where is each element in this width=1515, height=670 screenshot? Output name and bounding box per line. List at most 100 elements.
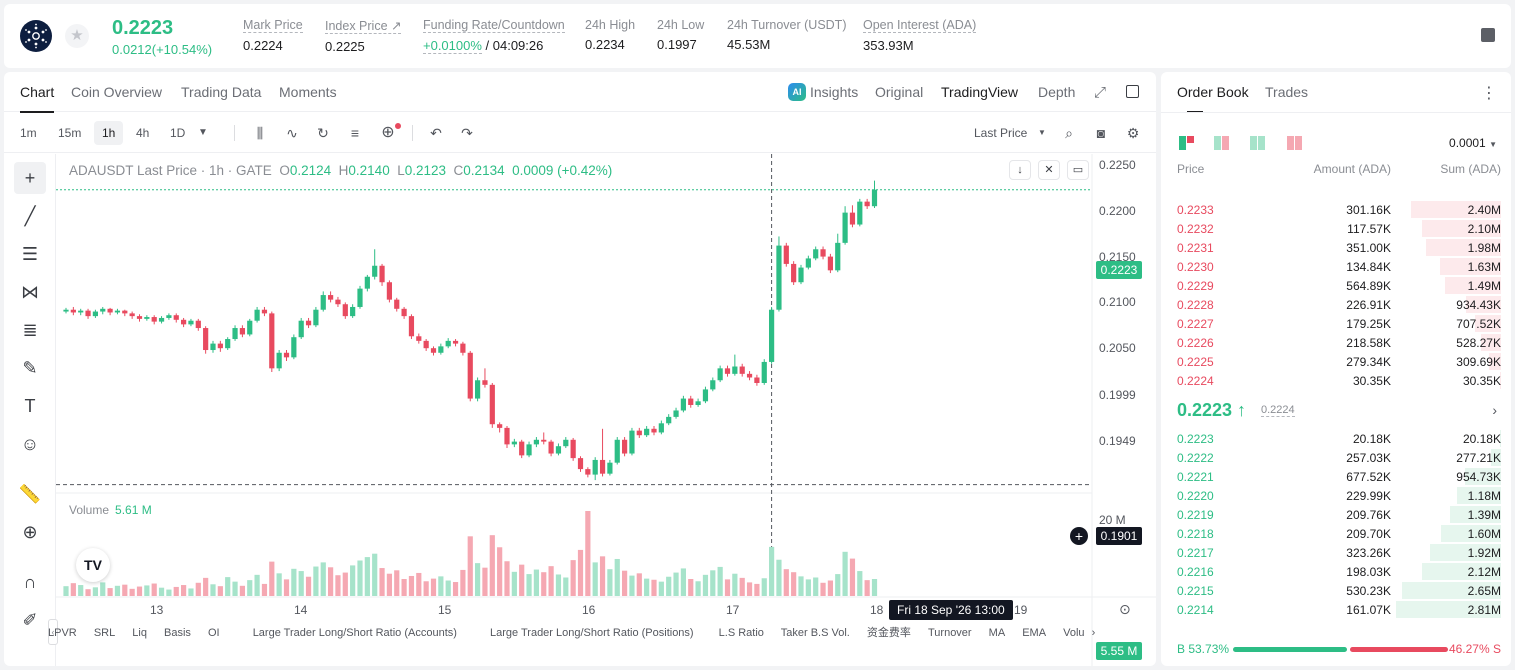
tab-moments[interactable]: Moments	[279, 84, 337, 100]
indicators-icon[interactable]: ∿	[286, 125, 298, 141]
zoom-tool-icon[interactable]: ⊕	[22, 522, 38, 542]
indicator-volume[interactable]: Volu	[1063, 627, 1085, 639]
crosshair-tool-icon[interactable]: +	[14, 162, 46, 194]
indicator-turnover[interactable]: Turnover	[927, 627, 972, 639]
ask-row[interactable]: 0.2230 134.84K 1.63M	[1161, 257, 1511, 276]
timeframe-1h[interactable]: 1h	[94, 121, 124, 145]
lock-drawing-tool-icon[interactable]: ✐	[22, 610, 38, 630]
tab-order-book[interactable]: Order Book	[1177, 84, 1249, 113]
bid-row[interactable]: 0.2223 20.18K 20.18K	[1161, 429, 1511, 448]
indicator-taker-vol[interactable]: Taker B.S Vol.	[780, 627, 850, 639]
chart-plot-area[interactable]: ADAUSDT Last Price · 1h · GATE O0.2124 H…	[56, 154, 1156, 666]
ask-row[interactable]: 0.2224 30.35K 30.35K	[1161, 371, 1511, 390]
candlestick-chart[interactable]	[56, 154, 1156, 666]
bid-row[interactable]: 0.2221 677.52K 954.73K	[1161, 467, 1511, 486]
tab-tradingview[interactable]: TradingView	[941, 84, 1019, 100]
redo-icon[interactable]: ↷	[461, 125, 473, 141]
collapse-icon[interactable]: ✕	[1038, 160, 1060, 180]
indicator-lpvr[interactable]: LPVR	[48, 627, 77, 639]
ruler-tool-icon[interactable]: 📏	[18, 484, 42, 504]
add-indicator-icon[interactable]: ⊕	[381, 124, 395, 141]
tab-trades[interactable]: Trades	[1265, 84, 1309, 100]
bid-row[interactable]: 0.2219 209.76K 1.39M	[1161, 505, 1511, 524]
bid-row[interactable]: 0.2214 161.07K 2.81M	[1161, 600, 1511, 619]
bid-row[interactable]: 0.2216 198.03K 2.12M	[1161, 562, 1511, 581]
undo-icon[interactable]: ↶	[430, 125, 442, 141]
candle-type-icon[interactable]: ⫼	[256, 125, 264, 141]
settings-gear-icon[interactable]: ⚙	[1126, 125, 1140, 141]
ask-row[interactable]: 0.2225 279.34K 309.69K	[1161, 352, 1511, 371]
ask-row[interactable]: 0.2232 117.57K 2.10M	[1161, 219, 1511, 238]
bid-row[interactable]: 0.2218 209.70K 1.60M	[1161, 524, 1511, 543]
tab-depth[interactable]: Depth	[1038, 84, 1076, 100]
ask-row[interactable]: 0.2231 351.00K 1.98M	[1161, 238, 1511, 257]
tab-chart[interactable]: Chart	[20, 84, 55, 113]
indicator-large-trader-positions[interactable]: Large Trader Long/Short Ratio (Positions…	[489, 627, 694, 639]
brush-tool-icon[interactable]: ✎	[22, 358, 38, 378]
emoji-tool-icon[interactable]: ☺	[20, 434, 40, 454]
maximize-icon[interactable]: ▭	[1067, 160, 1089, 180]
book-icon[interactable]	[1481, 28, 1495, 42]
tab-original[interactable]: Original	[875, 84, 924, 100]
templates-icon[interactable]: ≡	[350, 125, 360, 141]
book-mode-asks-icon[interactable]	[1287, 136, 1303, 150]
collapse-toolbar-icon[interactable]: ‹	[48, 619, 58, 645]
indicator-ls-ratio[interactable]: L.S Ratio	[718, 627, 764, 639]
window-icon[interactable]	[1126, 85, 1139, 98]
replay-icon[interactable]: ↻	[317, 125, 329, 141]
tab-trading-data[interactable]: Trading Data	[181, 84, 262, 100]
price-tick-label: 0.2100	[1099, 295, 1136, 310]
timeframe-4h[interactable]: 4h	[136, 126, 150, 140]
tradingview-logo-icon[interactable]: TV	[76, 548, 110, 582]
timeframe-1m[interactable]: 1m	[20, 126, 37, 140]
indicator-ema[interactable]: EMA	[1022, 627, 1047, 639]
bid-row[interactable]: 0.2220 229.99K 1.18M	[1161, 486, 1511, 505]
bid-row[interactable]: 0.2222 257.03K 277.21K	[1161, 448, 1511, 467]
timeframe-dropdown-icon[interactable]: ▼	[198, 127, 208, 138]
price-type-dropdown-icon[interactable]: ▼	[1038, 128, 1046, 137]
favorite-star-icon[interactable]: ★	[65, 24, 89, 48]
precision-select[interactable]: 0.0001 ▼	[1449, 136, 1497, 150]
ask-row[interactable]: 0.2226 218.58K 528.27K	[1161, 333, 1511, 352]
indicator-funding-rate[interactable]: 资金费率	[866, 627, 911, 639]
ask-row[interactable]: 0.2227 179.25K 707.52K	[1161, 314, 1511, 333]
indicator-srl[interactable]: SRL	[93, 627, 116, 639]
more-menu-icon[interactable]: ⋮	[1481, 85, 1497, 102]
tab-insights[interactable]: Insights	[810, 84, 859, 100]
timeframe-15m[interactable]: 15m	[58, 126, 82, 140]
candle-body	[276, 352, 282, 369]
tab-coin-overview[interactable]: Coin Overview	[71, 84, 163, 100]
ask-row[interactable]: 0.2228 226.91K 934.43K	[1161, 295, 1511, 314]
buy-sell-ratio: B 53.73% 46.27% S	[1177, 642, 1501, 656]
timeframe-1d[interactable]: 1D	[170, 126, 186, 140]
indicator-oi[interactable]: OI	[208, 627, 220, 639]
magnet-tool-icon[interactable]: ∩	[23, 572, 37, 592]
add-alert-plus-icon[interactable]: +	[1070, 527, 1088, 545]
chart-settings-icon[interactable]: ⊙	[1119, 601, 1131, 617]
indicator-large-trader-accounts[interactable]: Large Trader Long/Short Ratio (Accounts)	[252, 627, 457, 639]
trend-line-tool-icon[interactable]: ╱	[24, 206, 36, 226]
text-tool-icon[interactable]: T	[24, 396, 36, 416]
search-icon[interactable]: ⌕	[1065, 125, 1073, 141]
ask-row[interactable]: 0.2233 301.16K 2.40M	[1161, 200, 1511, 219]
bid-row[interactable]: 0.2217 323.26K 1.92M	[1161, 543, 1511, 562]
chevron-right-icon[interactable]: ›	[1492, 402, 1497, 418]
book-mode-split-icon[interactable]	[1214, 136, 1230, 150]
book-mode-both-icon[interactable]	[1179, 136, 1195, 150]
expand-icon[interactable]: ⤢	[1094, 84, 1107, 101]
scroll-down-icon[interactable]: ↓	[1009, 160, 1031, 180]
indicator-scroll-right-icon[interactable]: ›	[1091, 627, 1096, 639]
pattern-tool-icon[interactable]: ⋈	[21, 282, 39, 302]
fib-tool-icon[interactable]: ≣	[22, 320, 38, 340]
book-mode-bids-icon[interactable]	[1250, 136, 1266, 150]
stat-index-price[interactable]: Index Price ↗ 0.2225	[325, 19, 402, 54]
volume-bar	[63, 586, 69, 596]
indicator-ma[interactable]: MA	[988, 627, 1006, 639]
camera-icon[interactable]: ◙	[1096, 125, 1106, 141]
bid-row[interactable]: 0.2215 530.23K 2.65M	[1161, 581, 1511, 600]
price-type-select[interactable]: Last Price	[974, 126, 1028, 140]
horizontal-lines-tool-icon[interactable]: ☰	[21, 244, 39, 264]
indicator-liq[interactable]: Liq	[132, 627, 147, 639]
indicator-basis[interactable]: Basis	[164, 627, 191, 639]
ask-row[interactable]: 0.2229 564.89K 1.49M	[1161, 276, 1511, 295]
